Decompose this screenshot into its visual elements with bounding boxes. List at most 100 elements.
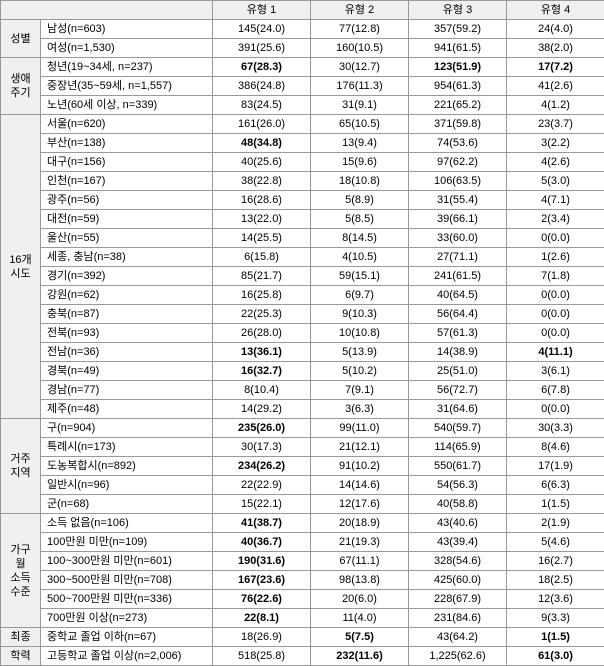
data-cell: 17(1.9) <box>507 457 604 476</box>
data-cell: 190(31.6) <box>213 552 311 571</box>
data-cell: 11(4.0) <box>311 609 409 628</box>
row-label: 특례시(n=173) <box>41 438 213 457</box>
row-label: 700만원 이상(n=273) <box>41 609 213 628</box>
table-row: 100만원 미만(n=109)40(36.7)21(19.3)43(39.4)5… <box>1 533 604 552</box>
data-cell: 954(61.3) <box>409 77 507 96</box>
data-cell: 40(36.7) <box>213 533 311 552</box>
data-cell: 20(18.9) <box>311 514 409 533</box>
row-label: 고등학교 졸업 이상(n=2,006) <box>41 647 213 666</box>
data-cell: 391(25.6) <box>213 39 311 58</box>
data-cell: 16(25.8) <box>213 286 311 305</box>
row-label: 대전(n=59) <box>41 210 213 229</box>
data-cell: 234(26.2) <box>213 457 311 476</box>
row-group-header: 거주지역 <box>1 419 41 514</box>
data-cell: 43(40.6) <box>409 514 507 533</box>
row-label: 도농복합시(n=892) <box>41 457 213 476</box>
data-cell: 176(11.3) <box>311 77 409 96</box>
table-row: 16개시도서울(n=620)161(26.0)65(10.5)371(59.8)… <box>1 115 604 134</box>
data-cell: 5(3.0) <box>507 172 604 191</box>
data-cell: 16(2.7) <box>507 552 604 571</box>
data-cell: 24(4.0) <box>507 20 604 39</box>
data-cell: 74(53.6) <box>409 134 507 153</box>
row-label: 500~700만원 미만(n=336) <box>41 590 213 609</box>
data-cell: 31(64.6) <box>409 400 507 419</box>
table-row: 세종, 충남(n=38)6(15.8)4(10.5)27(71.1)1(2.6) <box>1 248 604 267</box>
data-cell: 4(2.6) <box>507 153 604 172</box>
data-cell: 20(6.0) <box>311 590 409 609</box>
table-row: 노년(60세 이상, n=339)83(24.5)31(9.1)221(65.2… <box>1 96 604 115</box>
col-header: 유형 4 <box>507 1 604 20</box>
table-row: 부산(n=138)48(34.8)13(9.4)74(53.6)3(2.2) <box>1 134 604 153</box>
data-cell: 30(3.3) <box>507 419 604 438</box>
data-cell: 2(3.4) <box>507 210 604 229</box>
table-row: 경남(n=77)8(10.4)7(9.1)56(72.7)6(7.8) <box>1 381 604 400</box>
data-cell: 39(66.1) <box>409 210 507 229</box>
data-cell: 15(22.1) <box>213 495 311 514</box>
row-group-header: 성별 <box>1 20 41 58</box>
row-label: 군(n=68) <box>41 495 213 514</box>
data-cell: 3(2.2) <box>507 134 604 153</box>
col-header: 유형 2 <box>311 1 409 20</box>
data-cell: 0(0.0) <box>507 229 604 248</box>
data-cell: 5(10.2) <box>311 362 409 381</box>
data-cell: 76(22.6) <box>213 590 311 609</box>
data-cell: 30(12.7) <box>311 58 409 77</box>
data-cell: 550(61.7) <box>409 457 507 476</box>
row-label: 경북(n=49) <box>41 362 213 381</box>
data-cell: 14(38.9) <box>409 343 507 362</box>
data-cell: 83(24.5) <box>213 96 311 115</box>
row-label: 100만원 미만(n=109) <box>41 533 213 552</box>
table-row: 100~300만원 미만(n=601)190(31.6)67(11.1)328(… <box>1 552 604 571</box>
header-row: 유형 1 유형 2 유형 3 유형 4 <box>1 1 604 20</box>
data-cell: 6(15.8) <box>213 248 311 267</box>
row-label: 부산(n=138) <box>41 134 213 153</box>
data-cell: 14(29.2) <box>213 400 311 419</box>
row-label: 남성(n=603) <box>41 20 213 39</box>
data-cell: 425(60.0) <box>409 571 507 590</box>
table-row: 충북(n=87)22(25.3)9(10.3)56(64.4)0(0.0) <box>1 305 604 324</box>
data-cell: 21(12.1) <box>311 438 409 457</box>
data-cell: 40(58.8) <box>409 495 507 514</box>
table-row: 광주(n=56)16(28.6)5(8.9)31(55.4)4(7.1) <box>1 191 604 210</box>
table-row: 성별남성(n=603)145(24.0)77(12.8)357(59.2)24(… <box>1 20 604 39</box>
header-blank <box>1 1 213 20</box>
data-cell: 221(65.2) <box>409 96 507 115</box>
data-cell: 1(1.5) <box>507 495 604 514</box>
row-label: 강원(n=62) <box>41 286 213 305</box>
row-label: 100~300만원 미만(n=601) <box>41 552 213 571</box>
col-header: 유형 3 <box>409 1 507 20</box>
data-cell: 38(2.0) <box>507 39 604 58</box>
data-cell: 16(32.7) <box>213 362 311 381</box>
data-cell: 167(23.6) <box>213 571 311 590</box>
row-label: 전북(n=93) <box>41 324 213 343</box>
table-row: 제주(n=48)14(29.2)3(6.3)31(64.6)0(0.0) <box>1 400 604 419</box>
data-cell: 22(25.3) <box>213 305 311 324</box>
data-cell: 941(61.5) <box>409 39 507 58</box>
data-cell: 38(22.8) <box>213 172 311 191</box>
data-cell: 228(67.9) <box>409 590 507 609</box>
data-cell: 3(6.3) <box>311 400 409 419</box>
table-row: 가구월소득수준소득 없음(n=106)41(38.7)20(18.9)43(40… <box>1 514 604 533</box>
data-cell: 56(64.4) <box>409 305 507 324</box>
data-cell: 65(10.5) <box>311 115 409 134</box>
table-row: 학력고등학교 졸업 이상(n=2,006)518(25.8)232(11.6)1… <box>1 647 604 666</box>
data-cell: 7(9.1) <box>311 381 409 400</box>
data-cell: 67(28.3) <box>213 58 311 77</box>
row-group-header: 가구월소득수준 <box>1 514 41 628</box>
row-label: 경남(n=77) <box>41 381 213 400</box>
data-cell: 231(84.6) <box>409 609 507 628</box>
data-cell: 1(2.6) <box>507 248 604 267</box>
row-label: 경기(n=392) <box>41 267 213 286</box>
data-cell: 17(7.2) <box>507 58 604 77</box>
data-cell: 26(28.0) <box>213 324 311 343</box>
data-cell: 8(10.4) <box>213 381 311 400</box>
row-group-header: 최종 <box>1 628 41 647</box>
data-cell: 43(39.4) <box>409 533 507 552</box>
data-cell: 18(26.9) <box>213 628 311 647</box>
table-row: 강원(n=62)16(25.8)6(9.7)40(64.5)0(0.0) <box>1 286 604 305</box>
data-cell: 9(3.3) <box>507 609 604 628</box>
data-cell: 161(26.0) <box>213 115 311 134</box>
row-label: 광주(n=56) <box>41 191 213 210</box>
table-row: 군(n=68)15(22.1)12(17.6)40(58.8)1(1.5) <box>1 495 604 514</box>
data-cell: 22(22.9) <box>213 476 311 495</box>
